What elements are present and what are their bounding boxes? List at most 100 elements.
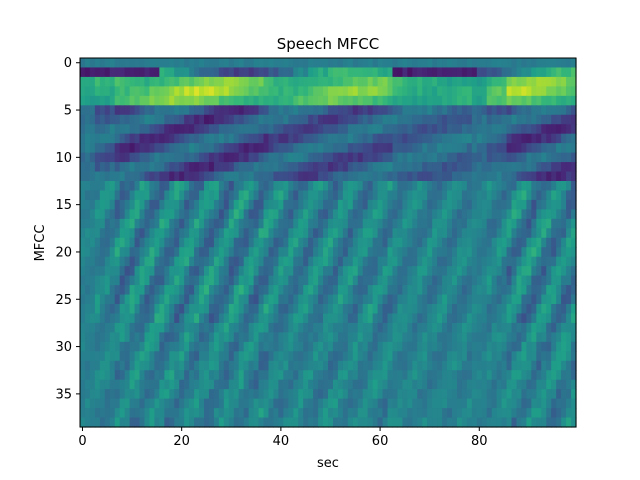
heatmap-cell (124, 199, 131, 210)
heatmap-cell (238, 322, 245, 333)
heatmap-cell (561, 408, 567, 419)
heatmap-cell (273, 171, 279, 182)
heatmap-cell (154, 105, 160, 116)
heatmap-cell (328, 408, 334, 419)
heatmap-cell (263, 124, 270, 135)
heatmap-cell (328, 228, 334, 239)
heatmap-cell (273, 95, 279, 106)
heatmap-cell (194, 304, 200, 315)
heatmap-cell (119, 143, 126, 154)
heatmap-cell (268, 389, 275, 400)
heatmap-cell (104, 275, 111, 286)
heatmap-cell (164, 162, 170, 173)
heatmap-cell (491, 322, 498, 333)
heatmap-cell (397, 152, 403, 163)
heatmap-cell (447, 304, 453, 315)
heatmap-cell (337, 313, 344, 324)
heatmap-cell (332, 114, 339, 125)
heatmap-cell (124, 408, 131, 419)
heatmap-cell (119, 86, 126, 97)
heatmap-cell (208, 95, 215, 106)
heatmap-cell (199, 181, 205, 192)
heatmap-cell (452, 304, 458, 315)
heatmap-cell (139, 408, 146, 419)
heatmap-cell (456, 162, 463, 173)
heatmap-cell (268, 351, 275, 362)
heatmap-cell (288, 322, 294, 333)
heatmap-cell (293, 313, 299, 324)
heatmap-cell (144, 322, 151, 333)
heatmap-cell (184, 417, 190, 428)
heatmap-cell (184, 76, 190, 87)
heatmap-cell (303, 408, 309, 419)
heatmap-cell (486, 417, 493, 428)
heatmap-cell (347, 237, 354, 248)
heatmap-cell (382, 285, 389, 296)
heatmap-cell (471, 95, 478, 106)
heatmap-cell (541, 341, 547, 352)
heatmap-cell (506, 86, 513, 97)
heatmap-cell (347, 67, 354, 78)
heatmap-cell (521, 341, 527, 352)
heatmap-cell (278, 190, 284, 201)
heatmap-cell (89, 247, 96, 258)
heatmap-cell (169, 181, 175, 192)
heatmap-cell (437, 76, 443, 87)
heatmap-cell (144, 209, 151, 220)
heatmap-cell (561, 266, 567, 277)
heatmap-cell (288, 285, 294, 296)
heatmap-cell (556, 285, 562, 296)
heatmap-cell (402, 67, 408, 78)
heatmap-cell (303, 389, 309, 400)
heatmap-cell (293, 199, 299, 210)
heatmap-cell (179, 171, 185, 182)
heatmap-cell (372, 218, 379, 229)
heatmap-cell (233, 237, 240, 248)
heatmap-cell (551, 114, 557, 125)
heatmap-cell (248, 152, 255, 163)
heatmap-cell (521, 67, 527, 78)
heatmap-cell (298, 417, 304, 428)
heatmap-cell (367, 209, 374, 220)
heatmap-cell (233, 190, 240, 201)
heatmap-cell (571, 171, 577, 182)
heatmap-cell (194, 181, 200, 192)
heatmap-cell (561, 370, 567, 381)
heatmap-cell (471, 105, 478, 116)
heatmap-cell (476, 237, 483, 248)
heatmap-cell (357, 389, 364, 400)
heatmap-cell (526, 313, 532, 324)
heatmap-cell (566, 332, 572, 343)
heatmap-cell (298, 341, 304, 352)
heatmap-cell (491, 181, 498, 192)
heatmap-cell (427, 152, 433, 163)
heatmap-cell (397, 199, 403, 210)
heatmap-cell (551, 86, 557, 97)
heatmap-cell (506, 266, 513, 277)
heatmap-cell (169, 266, 175, 277)
heatmap-cell (556, 67, 562, 78)
heatmap-cell (352, 171, 359, 182)
heatmap-cell (278, 114, 284, 125)
heatmap-cell (422, 408, 428, 419)
heatmap-cell (526, 218, 532, 229)
heatmap-cell (189, 124, 195, 135)
heatmap-cell (139, 228, 146, 239)
heatmap-cell (114, 114, 121, 125)
heatmap-cell (417, 237, 423, 248)
heatmap-cell (204, 181, 210, 192)
heatmap-cell (164, 266, 170, 277)
heatmap-cell (139, 114, 146, 125)
heatmap-cell (199, 313, 205, 324)
heatmap-cell (218, 313, 225, 324)
heatmap-cell (387, 76, 394, 87)
heatmap-cell (164, 351, 170, 362)
heatmap-cell (452, 417, 458, 428)
heatmap-cell (248, 105, 255, 116)
heatmap-cell (546, 143, 552, 154)
heatmap-cell (283, 190, 289, 201)
heatmap-cell (243, 152, 250, 163)
heatmap-cell (323, 143, 329, 154)
heatmap-cell (486, 209, 493, 220)
heatmap-cell (427, 76, 433, 87)
